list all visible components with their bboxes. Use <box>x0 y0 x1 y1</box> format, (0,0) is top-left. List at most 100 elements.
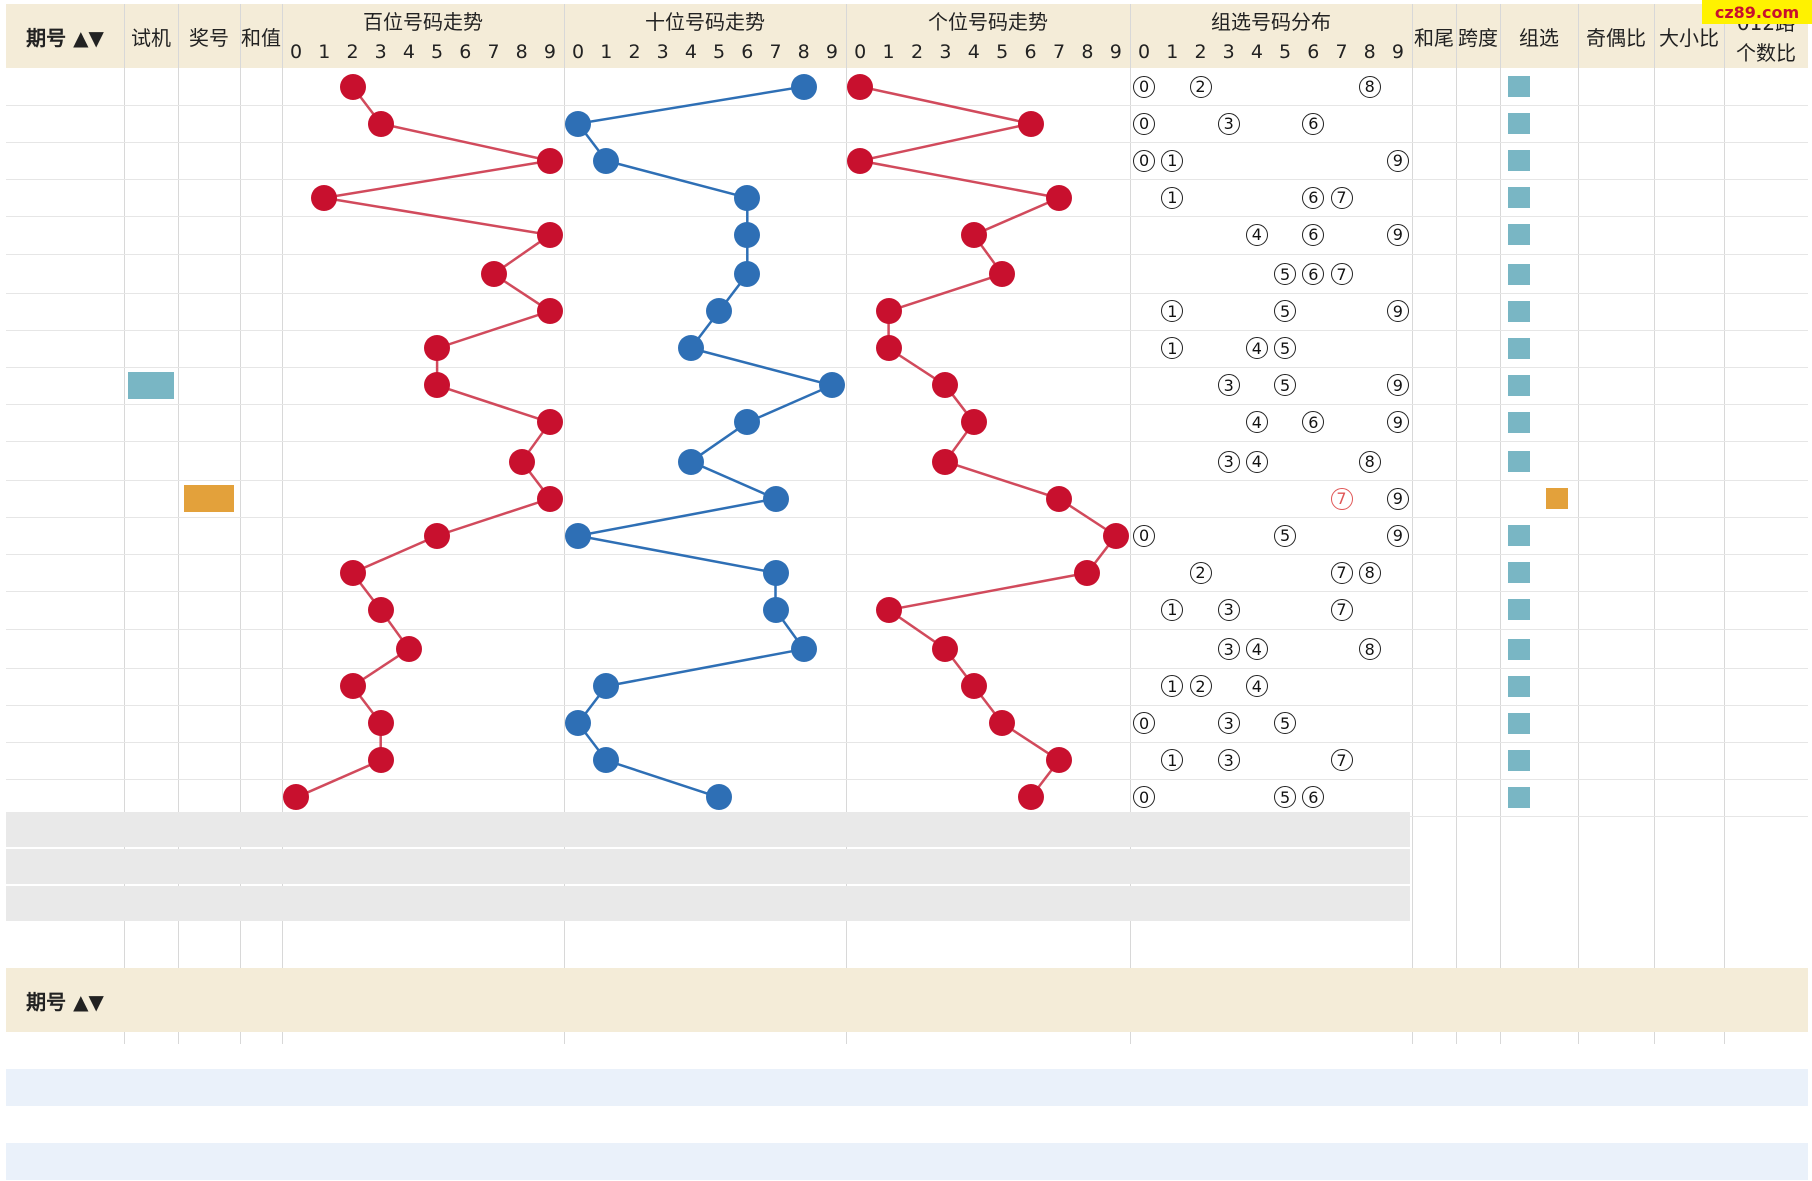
preview-digit[interactable] <box>931 812 959 849</box>
preview-digit[interactable] <box>367 812 395 849</box>
preview-digit[interactable] <box>1130 849 1158 886</box>
preview-digit[interactable] <box>423 886 451 923</box>
preview-digit[interactable] <box>1158 849 1186 886</box>
preview-digit[interactable] <box>1271 849 1299 886</box>
preview-digit[interactable] <box>480 886 508 923</box>
preview-digit[interactable] <box>1243 886 1271 923</box>
preview-digit[interactable] <box>480 849 508 886</box>
preview-digit[interactable] <box>1017 812 1045 849</box>
preview-digit[interactable] <box>1045 886 1073 923</box>
preview-digit[interactable] <box>1158 812 1186 849</box>
preview-digit[interactable] <box>1215 812 1243 849</box>
preview-digit[interactable] <box>762 812 790 849</box>
preview-digit[interactable] <box>1045 849 1073 886</box>
preview-digit[interactable] <box>621 812 649 849</box>
preview-digit[interactable] <box>451 812 479 849</box>
preview-digit[interactable] <box>1271 812 1299 849</box>
preview-digit[interactable] <box>846 812 874 849</box>
preview-digit[interactable] <box>1384 812 1412 849</box>
preview-digit[interactable] <box>649 812 677 849</box>
preview-digit[interactable] <box>1187 849 1215 886</box>
preview-digit[interactable] <box>367 886 395 923</box>
preview-digit[interactable] <box>733 849 761 886</box>
preview-digit[interactable] <box>1243 849 1271 886</box>
preview-digit[interactable] <box>592 886 620 923</box>
preview-digit[interactable] <box>282 886 310 923</box>
preview-digit[interactable] <box>536 812 564 849</box>
preview-digit[interactable] <box>536 849 564 886</box>
preview-digit[interactable] <box>508 849 536 886</box>
preview-digit[interactable] <box>931 886 959 923</box>
preview-digit[interactable] <box>508 886 536 923</box>
preview-digit[interactable] <box>282 812 310 849</box>
preview-digit[interactable] <box>480 812 508 849</box>
preview-digit[interactable] <box>1243 812 1271 849</box>
preview-digit[interactable] <box>1215 886 1243 923</box>
preview-digit[interactable] <box>790 812 818 849</box>
preview-digit[interactable] <box>1328 886 1356 923</box>
preview-digit[interactable] <box>564 849 592 886</box>
preview-digit[interactable] <box>564 886 592 923</box>
footer-header-period[interactable]: 期号 ▲▼ <box>26 989 104 1014</box>
preview-digit[interactable] <box>508 812 536 849</box>
preview-digit[interactable] <box>367 849 395 886</box>
preview-digit[interactable] <box>903 812 931 849</box>
preview-digit[interactable] <box>310 886 338 923</box>
preview-digit[interactable] <box>1045 812 1073 849</box>
preview-digit[interactable] <box>1328 849 1356 886</box>
preview-digit[interactable] <box>1158 886 1186 923</box>
preview-digit[interactable] <box>846 886 874 923</box>
preview-digit[interactable] <box>1130 812 1158 849</box>
preview-digit[interactable] <box>451 886 479 923</box>
preview-digit[interactable] <box>621 849 649 886</box>
preview-digit[interactable] <box>960 886 988 923</box>
preview-digit[interactable] <box>1384 886 1412 923</box>
preview-digit[interactable] <box>310 812 338 849</box>
preview-digit[interactable] <box>1356 849 1384 886</box>
preview-digit[interactable] <box>339 849 367 886</box>
preview-digit[interactable] <box>310 849 338 886</box>
preview-digit[interactable] <box>903 886 931 923</box>
preview-digit[interactable] <box>1328 812 1356 849</box>
preview-digit[interactable] <box>1299 812 1327 849</box>
preview-digit[interactable] <box>790 849 818 886</box>
preview-digit[interactable] <box>875 849 903 886</box>
preview-digit[interactable] <box>1073 849 1101 886</box>
preview-digit[interactable] <box>536 886 564 923</box>
preview-digit[interactable] <box>988 812 1016 849</box>
preview-digit[interactable] <box>1299 886 1327 923</box>
preview-digit[interactable] <box>564 812 592 849</box>
preview-digit[interactable] <box>733 886 761 923</box>
preview-digit[interactable] <box>846 849 874 886</box>
preview-digit[interactable] <box>1356 886 1384 923</box>
preview-digit[interactable] <box>875 812 903 849</box>
preview-digit[interactable] <box>818 849 846 886</box>
preview-digit[interactable] <box>1215 849 1243 886</box>
preview-digit[interactable] <box>762 886 790 923</box>
preview-digit[interactable] <box>1384 849 1412 886</box>
preview-digit[interactable] <box>1299 849 1327 886</box>
preview-digit[interactable] <box>818 812 846 849</box>
preview-digit[interactable] <box>677 886 705 923</box>
preview-digit[interactable] <box>1130 886 1158 923</box>
preview-digit[interactable] <box>903 849 931 886</box>
preview-digit[interactable] <box>1017 886 1045 923</box>
preview-digit[interactable] <box>592 812 620 849</box>
preview-digit[interactable] <box>1187 812 1215 849</box>
preview-digit[interactable] <box>395 849 423 886</box>
preview-digit[interactable] <box>875 886 903 923</box>
preview-digit[interactable] <box>1356 812 1384 849</box>
preview-digit[interactable] <box>677 849 705 886</box>
preview-digit[interactable] <box>1102 812 1130 849</box>
preview-digit[interactable] <box>1102 849 1130 886</box>
preview-digit[interactable] <box>1073 812 1101 849</box>
preview-digit[interactable] <box>931 849 959 886</box>
preview-digit[interactable] <box>988 886 1016 923</box>
preview-digit[interactable] <box>960 812 988 849</box>
preview-digit[interactable] <box>960 849 988 886</box>
preview-digit[interactable] <box>1102 886 1130 923</box>
preview-digit[interactable] <box>1187 886 1215 923</box>
preview-digit[interactable] <box>762 849 790 886</box>
preview-digit[interactable] <box>1073 886 1101 923</box>
preview-digit[interactable] <box>818 886 846 923</box>
